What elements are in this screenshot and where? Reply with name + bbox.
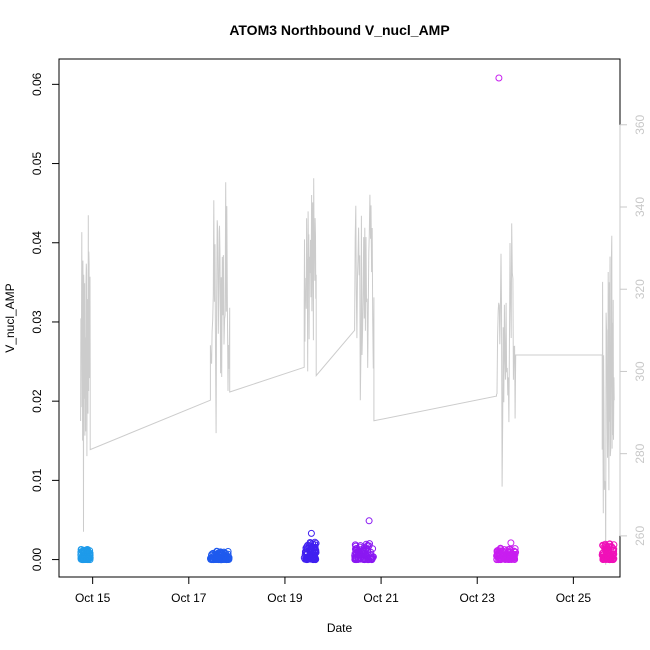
data-point [493,547,501,555]
outlier-point [507,539,515,547]
y-tick-label: 0.00 [30,548,44,572]
outlier-point [495,74,503,82]
point-series-6 [598,540,618,564]
point-series-3 [300,529,320,564]
data-point [311,546,319,554]
y2-tick-label: 360 [633,114,647,134]
data-point [495,554,503,562]
data-point [303,556,311,564]
y2-tick-label: 260 [633,526,647,546]
data-point [366,540,373,548]
data-point [80,555,88,563]
data-point [369,545,377,553]
data-point [352,556,360,564]
data-point [307,542,314,550]
data-point [599,542,607,550]
data-point [369,554,376,562]
chart-title: ATOM3 Northbound V_nucl_AMP [229,22,449,38]
data-point [609,555,617,562]
data-point [77,548,85,556]
data-point [606,556,613,563]
data-point [609,545,617,553]
data-point [607,549,615,556]
plot-frame [58,58,621,578]
line-series-path [80,178,615,565]
x-tick-label: Oct 19 [267,591,303,605]
data-point [362,553,370,560]
y2-tick-label: 300 [633,361,647,381]
point-series-4 [351,517,377,564]
data-point [354,555,362,563]
data-point [351,545,359,553]
y2-tick-label: 320 [633,279,647,299]
data-point [311,543,319,551]
x-tick-label: Oct 17 [171,591,207,605]
secondary-line-series [80,178,615,565]
y-axis-label: V_nucl_AMP [3,283,17,352]
data-point [213,547,221,555]
x-tick-label: Oct 15 [75,591,111,605]
y-tick-label: 0.05 [30,152,44,176]
data-point [506,554,514,561]
data-point [83,546,91,554]
data-point [219,554,227,561]
data-point [497,556,505,564]
y-tick-label: 0.03 [30,310,44,334]
point-series-1 [77,546,94,564]
y-tick-label: 0.01 [30,468,44,492]
outlier-point [307,529,315,537]
data-point [495,552,503,560]
data-point [217,556,225,564]
data-point [606,540,614,548]
data-point [81,548,89,556]
data-point [207,554,214,562]
data-point [84,556,92,563]
point-series-5 [493,74,520,564]
y2-tick-label: 340 [633,197,647,217]
data-point [212,550,220,558]
y2-tick-label: 280 [633,443,647,463]
data-point [208,550,216,558]
data-point [602,542,610,549]
data-point [308,554,316,562]
x-tick-label: Oct 25 [556,591,592,605]
x-tick-label: Oct 21 [363,591,399,605]
x-tick-label: Oct 23 [460,591,496,605]
y-tick-label: 0.02 [30,389,44,413]
data-point [496,547,504,555]
y-tick-label: 0.06 [30,72,44,96]
data-point [362,544,370,552]
x-axis-label: Date [327,621,353,635]
axes: Oct 15 Oct 17 Oct 19 Oct 21 Oct 23 Oct 25 0.00… [30,72,647,605]
scatter-points [77,74,618,564]
data-point [510,552,518,559]
point-series-2 [207,547,233,564]
outlier-point [365,517,373,525]
data-point [307,539,315,547]
data-point [356,555,364,563]
data-point [208,555,216,563]
y-tick-label: 0.04 [30,231,44,255]
